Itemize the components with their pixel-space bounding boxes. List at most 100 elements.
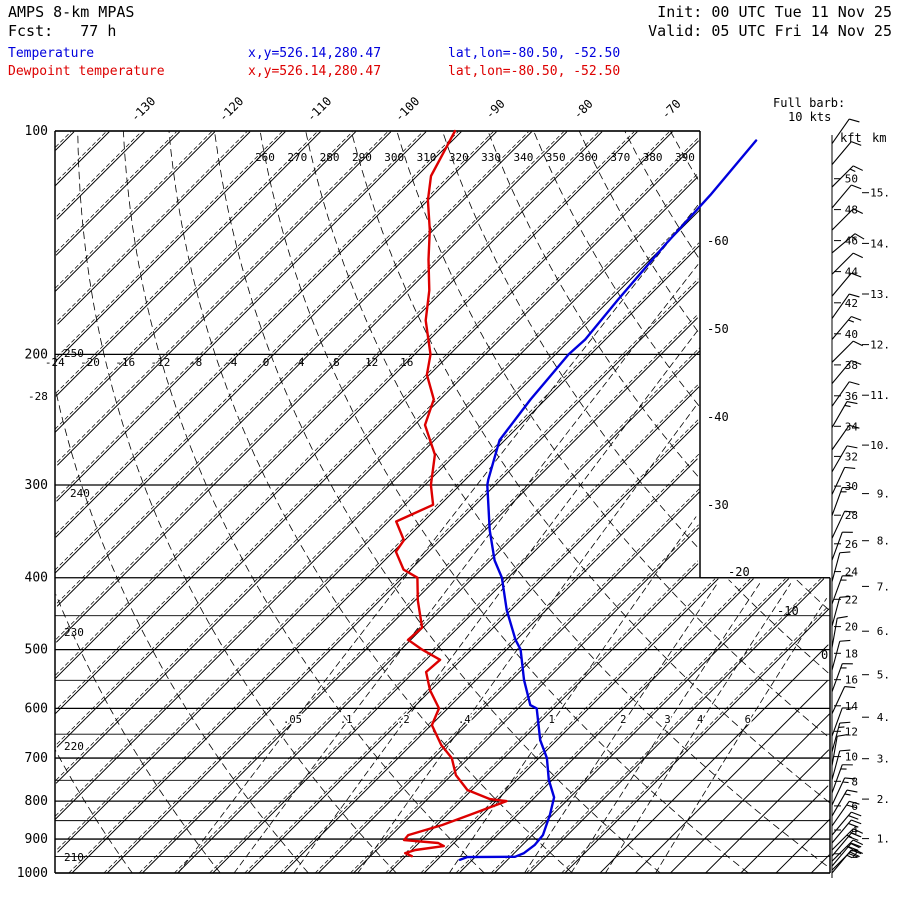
svg-text:50: 50 — [845, 173, 858, 186]
svg-text:22: 22 — [845, 593, 858, 606]
svg-text:4.: 4. — [877, 711, 890, 724]
svg-text:1.: 1. — [877, 833, 890, 846]
svg-text:26: 26 — [845, 538, 858, 551]
svg-text:18: 18 — [845, 647, 858, 660]
svg-text:40: 40 — [845, 328, 858, 341]
svg-text:0: 0 — [263, 356, 270, 369]
svg-text:290: 290 — [352, 151, 372, 164]
svg-text:800: 800 — [25, 794, 48, 809]
dewpoint-legend-xy: x,y=526.14,280.47 — [248, 64, 382, 79]
svg-text:400: 400 — [25, 571, 48, 586]
svg-text:0: 0 — [821, 648, 828, 662]
svg-text:4: 4 — [298, 356, 305, 369]
svg-text:44: 44 — [845, 266, 859, 279]
svg-text:42: 42 — [845, 297, 858, 310]
km-scale-header: km — [872, 131, 887, 145]
svg-text:15.: 15. — [870, 187, 890, 200]
svg-text:-28: -28 — [28, 390, 48, 403]
svg-text:3.: 3. — [877, 753, 890, 766]
svg-text:.05: .05 — [283, 714, 302, 726]
svg-text:12.: 12. — [870, 339, 890, 352]
svg-text:-60: -60 — [707, 234, 729, 248]
isotherm-lines — [54, 131, 831, 874]
svg-text:300: 300 — [25, 478, 48, 493]
svg-text:.1: .1 — [340, 714, 353, 726]
svg-text:28: 28 — [845, 509, 858, 522]
svg-text:310: 310 — [417, 151, 437, 164]
svg-text:700: 700 — [25, 751, 48, 766]
svg-text:5.: 5. — [877, 669, 890, 682]
svg-text:-90: -90 — [483, 97, 508, 122]
svg-text:-10: -10 — [777, 604, 799, 618]
svg-text:100: 100 — [25, 124, 48, 139]
svg-text:16: 16 — [845, 674, 858, 687]
svg-text:12: 12 — [845, 725, 858, 738]
kft-scale-header: kft — [840, 131, 862, 145]
svg-text:-16: -16 — [115, 356, 135, 369]
svg-text:330: 330 — [481, 151, 501, 164]
svg-text:240: 240 — [70, 487, 90, 500]
svg-text:38: 38 — [845, 359, 858, 372]
svg-text:46: 46 — [845, 235, 858, 248]
svg-text:1000: 1000 — [17, 866, 48, 881]
svg-text:2.: 2. — [877, 793, 890, 806]
svg-text:36: 36 — [845, 390, 858, 403]
svg-text:380: 380 — [643, 151, 663, 164]
svg-text:-12: -12 — [150, 356, 170, 369]
svg-text:4: 4 — [851, 824, 858, 837]
svg-text:500: 500 — [25, 643, 48, 658]
svg-text:230: 230 — [64, 626, 84, 639]
temperature-curve — [458, 139, 758, 861]
svg-text:-110: -110 — [304, 94, 334, 124]
svg-text:6: 6 — [851, 800, 858, 813]
svg-text:340: 340 — [513, 151, 533, 164]
svg-text:-50: -50 — [707, 322, 729, 336]
dewpoint-legend-label: Dewpoint temperature — [8, 64, 165, 79]
svg-text:14: 14 — [845, 700, 859, 713]
mixing-ratio-lines — [177, 204, 827, 874]
svg-text:-120: -120 — [216, 94, 246, 124]
svg-text:900: 900 — [25, 832, 48, 847]
svg-text:20: 20 — [845, 621, 858, 634]
svg-text:34: 34 — [845, 420, 859, 433]
svg-text:370: 370 — [610, 151, 630, 164]
svg-text:-4: -4 — [224, 356, 238, 369]
svg-text:2: 2 — [851, 848, 858, 861]
valid-time: Valid: 05 UTC Fri 14 Nov 25 — [648, 22, 892, 40]
svg-text:8: 8 — [333, 356, 340, 369]
svg-text:280: 280 — [320, 151, 340, 164]
svg-text:8: 8 — [851, 775, 858, 788]
svg-text:-80: -80 — [571, 97, 596, 122]
svg-text:200: 200 — [25, 347, 48, 362]
temperature-legend-latlon: lat,lon=-80.50, -52.50 — [448, 46, 621, 61]
svg-text:30: 30 — [845, 480, 858, 493]
svg-text:7.: 7. — [877, 580, 890, 593]
svg-text:-40: -40 — [707, 410, 729, 424]
svg-text:300: 300 — [384, 151, 404, 164]
wind-barbs — [831, 118, 865, 878]
svg-text:24: 24 — [845, 566, 859, 579]
svg-text:-24: -24 — [45, 356, 65, 369]
svg-text:1: 1 — [549, 714, 555, 726]
model-title: AMPS 8-km MPAS — [8, 3, 135, 21]
svg-text:350: 350 — [546, 151, 566, 164]
temperature-legend-xy: x,y=526.14,280.47 — [248, 46, 382, 61]
svg-text:-130: -130 — [128, 94, 158, 124]
altitude-scale-kft: 5048464442403836343230282624222018161412… — [834, 173, 858, 861]
forecast-hour: Fcst: 77 h — [8, 22, 117, 40]
temperature-legend-label: Temperature — [8, 46, 95, 61]
svg-text:6: 6 — [745, 714, 751, 726]
svg-text:-30: -30 — [707, 498, 729, 512]
init-time: Init: 00 UTC Tue 11 Nov 25 — [657, 3, 892, 21]
axis-labels: 100 200 300 400 500 6 0 0 700 800 900 1000 -130 -120 -… — [17, 94, 829, 881]
chart-border — [54, 130, 831, 874]
svg-text:250: 250 — [64, 347, 84, 360]
barb-legend-line2: 10 kts — [788, 110, 832, 124]
svg-text:10.: 10. — [870, 439, 890, 452]
svg-text:13.: 13. — [870, 288, 890, 301]
svg-text:390: 390 — [675, 151, 695, 164]
svg-text:48: 48 — [845, 204, 858, 217]
svg-text:14.: 14. — [870, 237, 890, 250]
svg-text:-100: -100 — [392, 94, 422, 124]
